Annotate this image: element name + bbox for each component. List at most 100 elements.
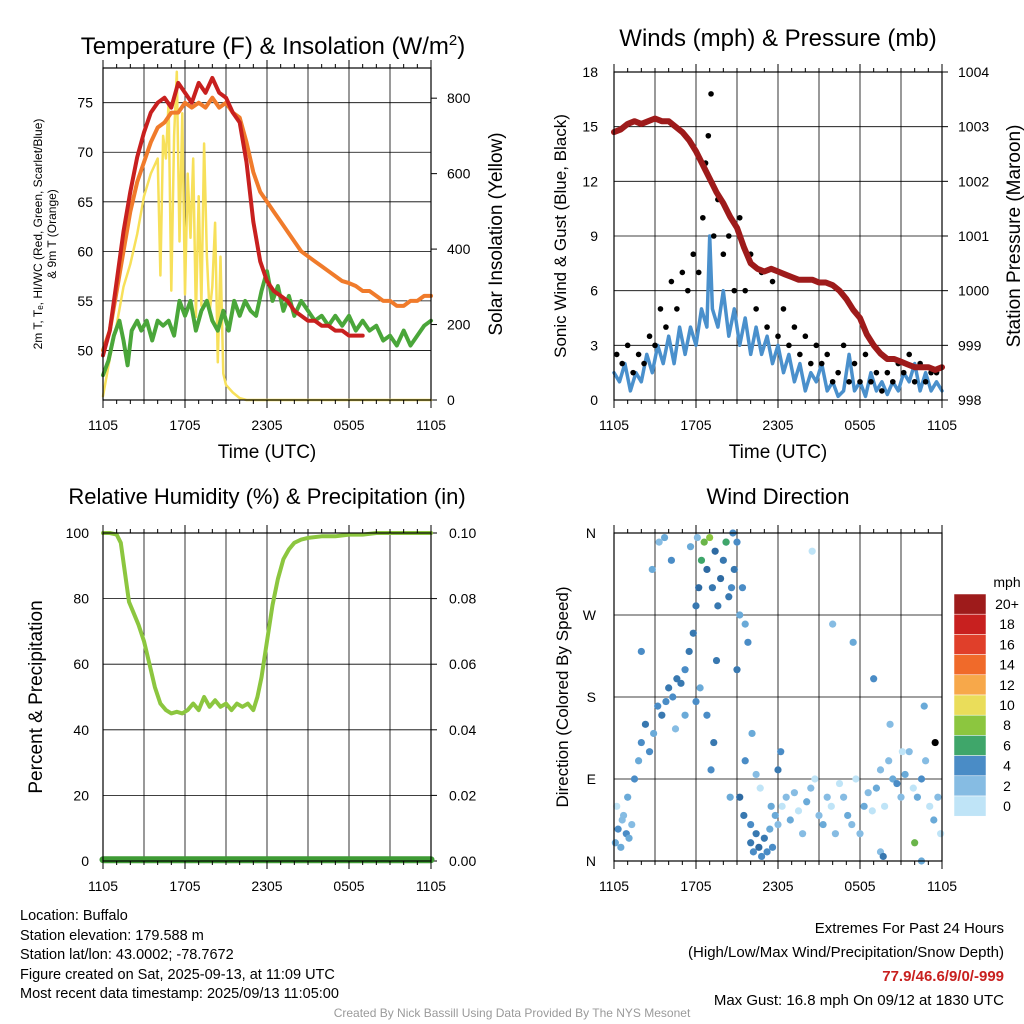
x-tick-label: 2305	[762, 417, 793, 433]
x-tick-label: 1105	[927, 878, 957, 894]
direction-point	[905, 748, 913, 756]
y-tick-label-left: 0	[590, 392, 598, 408]
legend-swatch	[953, 654, 987, 676]
gust-point	[900, 369, 907, 376]
legend-label: 18	[999, 616, 1015, 632]
direction-point	[934, 793, 942, 801]
direction-point	[811, 775, 819, 783]
station-elevation: Station elevation: 179.588 m	[20, 927, 204, 944]
legend-label: 12	[999, 677, 1015, 693]
direction-point	[774, 766, 782, 774]
direction-point	[926, 802, 934, 810]
gust-point	[879, 388, 885, 394]
gust-point	[873, 369, 880, 376]
legend-title: mph	[993, 574, 1020, 590]
x-tick-label: 0505	[333, 417, 364, 433]
gust-point	[710, 233, 717, 239]
y-tick-label-right: 1001	[958, 228, 989, 244]
direction-point	[727, 584, 736, 592]
legend-label: 4	[1003, 758, 1011, 774]
y-tick-label-left: 50	[77, 342, 93, 358]
wind-ylabel-left: Sonic Wind & Gust (Blue, Black)	[551, 114, 570, 358]
x-tick-label: 1705	[169, 878, 200, 894]
direction-point	[689, 629, 697, 637]
y-tick-label-right: 0.02	[449, 787, 476, 803]
direction-point	[901, 770, 909, 779]
extremes-info: Extremes For Past 24 Hours (High/Low/Max…	[688, 917, 1004, 1013]
gust-point	[726, 233, 732, 239]
y-tick-label-left: 65	[77, 194, 93, 210]
direction-point	[886, 720, 894, 728]
y-tick-label-right: 0	[447, 392, 455, 408]
legend-swatch	[953, 613, 987, 635]
x-tick-label: 1705	[680, 878, 711, 894]
gust-point	[646, 333, 653, 340]
temp-ylabel-left-line1: 2m T, Tₑ, HI/WC (Red, Green, Scarlet/Blu…	[31, 119, 45, 350]
gust-point	[663, 324, 669, 330]
direction-point	[898, 748, 906, 756]
y-tick-label-right: 600	[447, 166, 471, 182]
direction-point	[717, 574, 725, 583]
figure-created: Figure created on Sat, 2025-09-13, at 11…	[20, 966, 335, 983]
temp-series-3	[101, 75, 365, 358]
direction-point	[885, 757, 893, 765]
direction-point	[655, 538, 663, 546]
gust-point	[829, 378, 836, 385]
direction-point	[744, 638, 752, 646]
direction-point	[667, 556, 676, 564]
direction-point	[870, 675, 878, 683]
direction-point	[708, 584, 717, 592]
gust-point	[797, 351, 803, 358]
direction-point	[881, 802, 889, 810]
y-tick-label-right: 1002	[958, 173, 989, 189]
temp-ylabel-left: 2m T, Tₑ, HI/WC (Red, Green, Scarlet/Blu…	[31, 119, 59, 350]
legend-swatch	[953, 674, 987, 696]
station-info: Location: Buffalo Station elevation: 179…	[20, 907, 339, 1005]
x-tick-label: 2305	[251, 417, 282, 433]
y-tick-label-left: 70	[77, 144, 93, 160]
direction-point	[848, 820, 856, 829]
sonic-wind-line	[612, 234, 944, 399]
temp-series-0	[101, 70, 433, 402]
y-tick-label-dir: N	[586, 525, 596, 541]
rh-ylabel-left-text: Percent & Precipitation	[26, 600, 47, 793]
direction-point	[681, 666, 689, 674]
direction-point	[733, 538, 741, 546]
pressure-line	[611, 115, 945, 373]
direction-point	[766, 825, 774, 833]
gust-point	[685, 287, 691, 294]
speed-legend: mph 20+ 18 16 14 12 10 8 6 4 2 0	[953, 574, 1021, 817]
y-tick-label-dir: E	[587, 771, 596, 787]
direction-point	[740, 811, 748, 820]
y-tick-label-right: 0.10	[449, 525, 476, 541]
x-tick-label: 1105	[599, 878, 629, 894]
direction-point	[624, 793, 632, 801]
direction-point	[714, 602, 722, 610]
direction-point	[760, 834, 768, 842]
gust-point	[753, 306, 759, 312]
legend-label: 0	[1003, 798, 1011, 814]
gust-point	[700, 214, 706, 221]
credit-line: Created By Nick Bassill Using Data Provi…	[333, 1006, 691, 1020]
x-tick-label: 0505	[844, 878, 875, 894]
gust-point	[679, 269, 686, 276]
rh-panel: 0 0.00 20 0.02 40 0.04 60 0.06 80 0.08 100 0.10 1105…	[26, 484, 476, 894]
direction-point	[692, 602, 700, 610]
direction-point	[658, 711, 666, 719]
direction-point	[692, 697, 700, 706]
gust-point	[824, 351, 830, 358]
direction-point	[768, 843, 777, 851]
wind-xlabel: Time (UTC)	[729, 442, 828, 463]
legend-label: 2	[1003, 778, 1011, 794]
gust-point	[619, 360, 625, 367]
gust-point	[736, 214, 743, 221]
x-tick-label: 1105	[416, 878, 446, 894]
direction-point	[771, 811, 779, 820]
gust-point	[851, 360, 858, 367]
gust-point	[906, 351, 912, 358]
direction-point	[686, 543, 695, 551]
direction-point	[758, 852, 766, 861]
direction-point	[893, 779, 901, 788]
x-tick-label: 1105	[88, 878, 118, 894]
